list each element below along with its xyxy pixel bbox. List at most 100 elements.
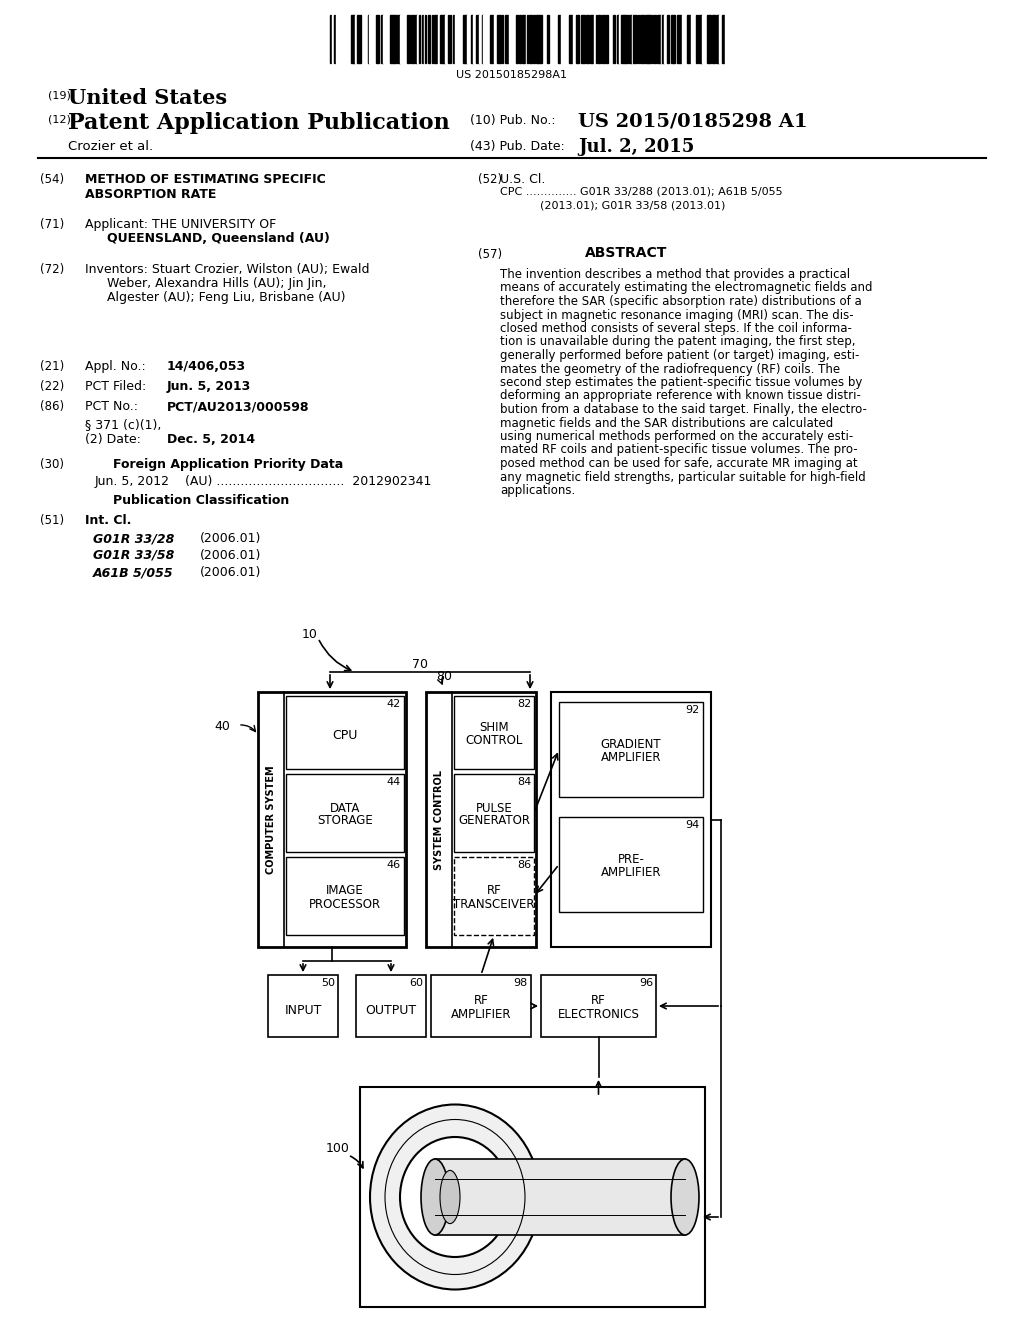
- Text: 14/406,053: 14/406,053: [167, 360, 246, 374]
- Text: Publication Classification: Publication Classification: [113, 494, 289, 507]
- Text: RF: RF: [591, 994, 606, 1007]
- Text: 42: 42: [387, 700, 401, 709]
- Text: Algester (AU); Feng Liu, Brisbane (AU): Algester (AU); Feng Liu, Brisbane (AU): [106, 290, 345, 304]
- Text: magnetic fields and the SAR distributions are calculated: magnetic fields and the SAR distribution…: [500, 417, 834, 429]
- Bar: [551, 692, 711, 946]
- Bar: [341, 15, 344, 63]
- Text: ABSTRACT: ABSTRACT: [585, 246, 668, 260]
- Text: (2013.01); G01R 33/58 (2013.01): (2013.01); G01R 33/58 (2013.01): [540, 201, 725, 210]
- Bar: [443, 15, 445, 63]
- Text: (22): (22): [40, 380, 65, 393]
- Bar: [336, 15, 339, 63]
- Bar: [719, 15, 721, 63]
- Bar: [346, 15, 348, 63]
- Ellipse shape: [370, 1105, 540, 1290]
- Bar: [633, 15, 636, 63]
- Bar: [467, 15, 470, 63]
- Bar: [465, 15, 467, 63]
- Bar: [559, 702, 703, 797]
- Bar: [463, 15, 465, 63]
- Text: (2) Date:: (2) Date:: [85, 433, 141, 446]
- Text: RF: RF: [474, 994, 488, 1007]
- Bar: [617, 15, 618, 63]
- Text: AMPLIFIER: AMPLIFIER: [601, 866, 662, 879]
- Ellipse shape: [421, 1159, 449, 1236]
- Text: ELECTRONICS: ELECTRONICS: [557, 1007, 639, 1020]
- Bar: [691, 15, 694, 63]
- Bar: [514, 15, 516, 63]
- Bar: [454, 774, 534, 851]
- Bar: [522, 15, 525, 63]
- Text: any magnetic field strengths, particular suitable for high-field: any magnetic field strengths, particular…: [500, 470, 865, 483]
- Bar: [645, 15, 648, 63]
- Text: G01R 33/58: G01R 33/58: [93, 549, 174, 562]
- Bar: [286, 774, 404, 851]
- Bar: [426, 692, 536, 946]
- Bar: [459, 15, 463, 63]
- Bar: [606, 15, 608, 63]
- Text: Patent Application Publication: Patent Application Publication: [68, 112, 450, 135]
- Text: (12): (12): [48, 114, 71, 124]
- Bar: [407, 15, 409, 63]
- Text: mates the geometry of the radiofrequency (RF) coils. The: mates the geometry of the radiofrequency…: [500, 363, 840, 375]
- Bar: [351, 15, 353, 63]
- Bar: [569, 15, 572, 63]
- Text: generally performed before patient (or target) imaging, esti-: generally performed before patient (or t…: [500, 348, 859, 362]
- Bar: [712, 15, 714, 63]
- Text: Int. Cl.: Int. Cl.: [85, 513, 131, 527]
- Bar: [454, 696, 534, 770]
- Bar: [268, 975, 338, 1038]
- Text: Appl. No.:: Appl. No.:: [85, 360, 145, 374]
- Text: 44: 44: [387, 777, 401, 787]
- Bar: [431, 975, 531, 1038]
- Text: (21): (21): [40, 360, 65, 374]
- Bar: [355, 15, 357, 63]
- Bar: [555, 15, 558, 63]
- Text: The invention describes a method that provides a practical: The invention describes a method that pr…: [500, 268, 850, 281]
- Text: Applicant: THE UNIVERSITY OF: Applicant: THE UNIVERSITY OF: [85, 218, 276, 231]
- Text: (2006.01): (2006.01): [200, 566, 261, 579]
- Bar: [415, 15, 417, 63]
- Bar: [575, 15, 579, 63]
- Bar: [372, 15, 374, 63]
- Bar: [356, 975, 426, 1038]
- Text: United States: United States: [68, 88, 227, 108]
- Bar: [559, 817, 703, 912]
- Bar: [258, 692, 406, 946]
- Bar: [471, 15, 473, 63]
- Bar: [534, 15, 535, 63]
- Bar: [479, 15, 481, 63]
- Bar: [573, 15, 575, 63]
- Text: QUEENSLAND, Queensland (AU): QUEENSLAND, Queensland (AU): [106, 232, 330, 246]
- Bar: [435, 1159, 685, 1236]
- Bar: [590, 15, 593, 63]
- Text: (52): (52): [478, 173, 502, 186]
- Text: (10) Pub. No.:: (10) Pub. No.:: [470, 114, 556, 127]
- Text: (54): (54): [40, 173, 65, 186]
- Ellipse shape: [671, 1159, 699, 1236]
- Bar: [561, 15, 563, 63]
- Text: Crozier et al.: Crozier et al.: [68, 140, 154, 153]
- Text: bution from a database to the said target. Finally, the electro-: bution from a database to the said targe…: [500, 403, 867, 416]
- Bar: [696, 15, 698, 63]
- Bar: [391, 15, 395, 63]
- Text: SYSTEM CONTROL: SYSTEM CONTROL: [434, 770, 444, 870]
- Bar: [473, 15, 476, 63]
- Bar: [657, 15, 662, 63]
- Bar: [558, 15, 560, 63]
- Bar: [729, 15, 732, 63]
- Text: subject in magnetic resonance imaging (MRI) scan. The dis-: subject in magnetic resonance imaging (M…: [500, 309, 854, 322]
- Text: 60: 60: [409, 978, 423, 987]
- Text: 10: 10: [302, 628, 317, 642]
- Bar: [412, 15, 414, 63]
- Bar: [722, 15, 724, 63]
- Text: 46: 46: [387, 861, 401, 870]
- Text: (43) Pub. Date:: (43) Pub. Date:: [470, 140, 565, 153]
- Bar: [505, 15, 508, 63]
- Text: § 371 (c)(1),: § 371 (c)(1),: [85, 418, 162, 432]
- Bar: [332, 15, 334, 63]
- Bar: [687, 15, 690, 63]
- Text: deforming an appropriate reference with known tissue distri-: deforming an appropriate reference with …: [500, 389, 861, 403]
- Text: PCT No.:: PCT No.:: [85, 400, 138, 413]
- Bar: [586, 15, 589, 63]
